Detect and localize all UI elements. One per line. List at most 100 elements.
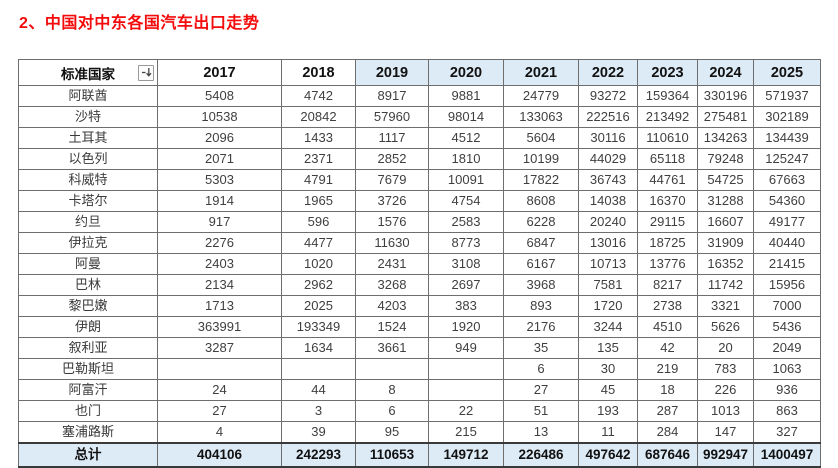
country-cell: 阿联酋 <box>18 85 158 107</box>
value-cell: 284 <box>637 421 698 444</box>
country-cell: 伊拉克 <box>18 232 158 254</box>
country-cell: 科威特 <box>18 169 158 191</box>
value-cell <box>428 379 504 401</box>
value-cell: 596 <box>281 211 356 233</box>
total-value-cell: 226486 <box>503 442 579 468</box>
value-cell: 134439 <box>753 127 821 149</box>
value-cell: 3268 <box>355 274 429 296</box>
value-cell: 125247 <box>753 148 821 170</box>
value-cell: 10199 <box>503 148 579 170</box>
value-cell: 21415 <box>753 253 821 275</box>
value-cell: 2134 <box>157 274 282 296</box>
value-cell: 1914 <box>157 190 282 212</box>
value-cell: 1576 <box>355 211 429 233</box>
value-cell: 863 <box>753 400 821 422</box>
value-cell: 3244 <box>578 316 638 338</box>
country-cell: 阿富汗 <box>18 379 158 401</box>
value-cell: 16370 <box>637 190 698 212</box>
country-cell: 巴林 <box>18 274 158 296</box>
value-cell: 3661 <box>355 337 429 359</box>
value-cell: 1020 <box>281 253 356 275</box>
year-column-header: 2024 <box>697 59 754 86</box>
value-cell: 14038 <box>578 190 638 212</box>
value-cell: 30 <box>578 358 638 380</box>
value-cell: 2738 <box>637 295 698 317</box>
value-cell: 11630 <box>355 232 429 254</box>
value-cell: 44761 <box>637 169 698 191</box>
value-cell: 4512 <box>428 127 504 149</box>
value-cell: 3968 <box>503 274 579 296</box>
value-cell: 2176 <box>503 316 579 338</box>
table-header-row: 标准国家 2017 2018 2019 2020 2021 2022 2023 <box>18 59 821 86</box>
value-cell: 3321 <box>697 295 754 317</box>
value-cell: 10538 <box>157 106 282 128</box>
value-cell: 193 <box>578 400 638 422</box>
value-cell: 95 <box>355 421 429 444</box>
value-cell: 330196 <box>697 85 754 107</box>
value-cell: 226 <box>697 379 754 401</box>
value-cell: 11 <box>578 421 638 444</box>
value-cell: 2431 <box>355 253 429 275</box>
value-cell: 18 <box>637 379 698 401</box>
country-cell: 黎巴嫩 <box>18 295 158 317</box>
value-cell: 16607 <box>697 211 754 233</box>
value-cell: 54725 <box>697 169 754 191</box>
value-cell: 20240 <box>578 211 638 233</box>
table-row: 卡塔尔 1914 1965 3726 4754 8608 14038 16370 31288 54… <box>18 190 821 212</box>
total-value-cell: 242293 <box>281 442 356 468</box>
value-cell: 783 <box>697 358 754 380</box>
total-value-cell: 110653 <box>355 442 429 468</box>
value-cell: 2049 <box>753 337 821 359</box>
value-cell: 5408 <box>157 85 282 107</box>
value-cell: 10091 <box>428 169 504 191</box>
value-cell: 1634 <box>281 337 356 359</box>
value-cell: 936 <box>753 379 821 401</box>
sort-filter-button[interactable] <box>138 64 154 81</box>
value-cell: 6847 <box>503 232 579 254</box>
value-cell: 219 <box>637 358 698 380</box>
value-cell: 1720 <box>578 295 638 317</box>
country-cell: 也门 <box>18 400 158 422</box>
year-column-header: 2017 <box>157 59 282 86</box>
value-cell: 20842 <box>281 106 356 128</box>
table-row: 阿富汗 24 44 8 27 45 18 226 936 <box>18 379 821 401</box>
value-cell: 5303 <box>157 169 282 191</box>
value-cell: 2025 <box>281 295 356 317</box>
total-label-cell: 总计 <box>18 442 158 468</box>
total-value-cell: 404106 <box>157 442 282 468</box>
table-row: 阿联酋 5408 4742 8917 9881 24779 93272 159364 33019… <box>18 85 821 107</box>
value-cell: 4 <box>157 421 282 444</box>
country-cell: 阿曼 <box>18 253 158 275</box>
value-cell: 4754 <box>428 190 504 212</box>
value-cell: 1433 <box>281 127 356 149</box>
value-cell: 29115 <box>637 211 698 233</box>
value-cell: 3287 <box>157 337 282 359</box>
table-row: 以色列 2071 2371 2852 1810 10199 44029 65118 79248 1… <box>18 148 821 170</box>
value-cell: 39 <box>281 421 356 444</box>
table-row: 巴勒斯坦 6 30 219 783 1063 <box>18 358 821 380</box>
value-cell: 2583 <box>428 211 504 233</box>
value-cell: 4477 <box>281 232 356 254</box>
value-cell: 134263 <box>697 127 754 149</box>
value-cell: 49177 <box>753 211 821 233</box>
value-cell: 8 <box>355 379 429 401</box>
value-cell <box>428 358 504 380</box>
value-cell: 917 <box>157 211 282 233</box>
value-cell: 222516 <box>578 106 638 128</box>
value-cell: 45 <box>578 379 638 401</box>
value-cell: 3 <box>281 400 356 422</box>
value-cell: 1713 <box>157 295 282 317</box>
country-column-header: 标准国家 <box>18 59 158 86</box>
table-row: 巴林 2134 2962 3268 2697 3968 7581 8217 11742 15956 <box>18 274 821 296</box>
value-cell: 2962 <box>281 274 356 296</box>
value-cell: 9881 <box>428 85 504 107</box>
year-column-header: 2023 <box>637 59 698 86</box>
total-value-cell: 497642 <box>578 442 638 468</box>
country-cell: 伊朗 <box>18 316 158 338</box>
value-cell: 7679 <box>355 169 429 191</box>
value-cell: 383 <box>428 295 504 317</box>
year-column-header: 2025 <box>753 59 821 86</box>
country-column-label: 标准国家 <box>61 66 115 82</box>
value-cell: 27 <box>503 379 579 401</box>
value-cell: 4742 <box>281 85 356 107</box>
